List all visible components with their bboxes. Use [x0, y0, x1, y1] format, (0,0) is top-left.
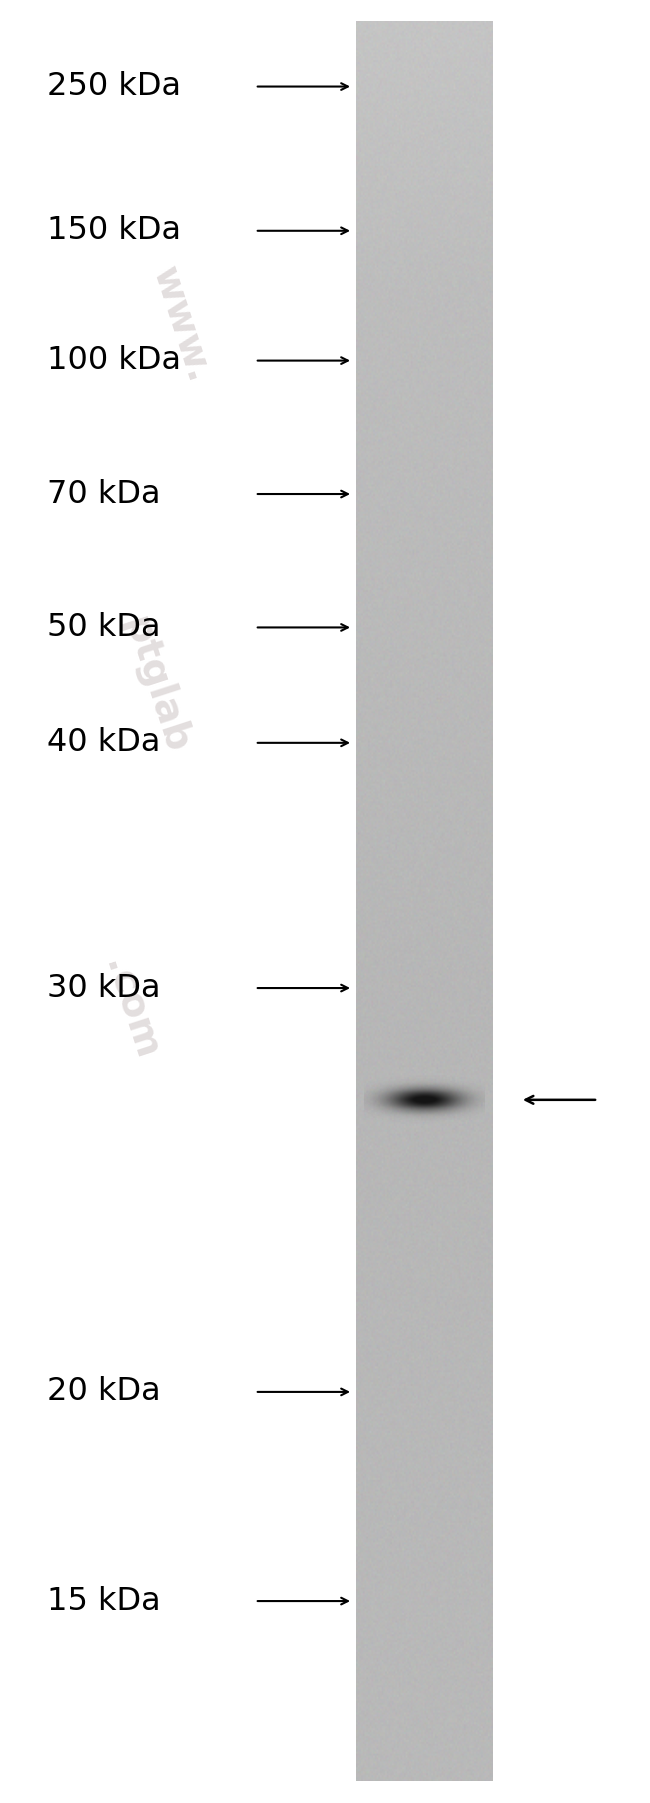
Text: www.: www. [146, 261, 218, 388]
Text: 50 kDa: 50 kDa [47, 611, 161, 644]
Text: 100 kDa: 100 kDa [47, 344, 181, 377]
Text: 250 kDa: 250 kDa [47, 70, 181, 103]
Text: 70 kDa: 70 kDa [47, 478, 161, 510]
Text: 150 kDa: 150 kDa [47, 215, 181, 247]
Text: 40 kDa: 40 kDa [47, 727, 160, 759]
Text: 15 kDa: 15 kDa [47, 1585, 161, 1617]
Text: 30 kDa: 30 kDa [47, 972, 161, 1004]
Text: 20 kDa: 20 kDa [47, 1376, 161, 1408]
Text: .com: .com [96, 954, 164, 1066]
Text: ptglab: ptglab [116, 611, 196, 759]
